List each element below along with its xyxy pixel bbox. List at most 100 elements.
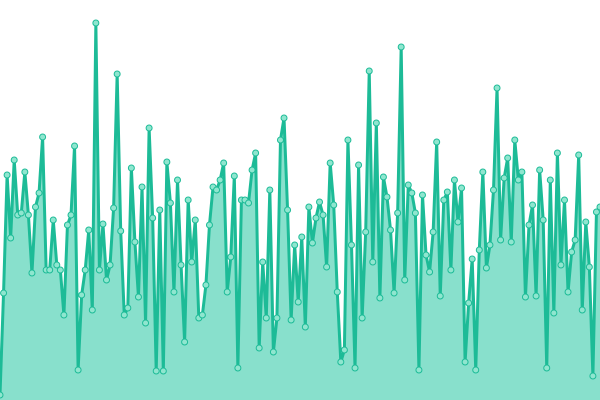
point — [479, 168, 487, 176]
point — [156, 206, 164, 214]
point — [394, 209, 402, 217]
point — [440, 196, 448, 204]
point — [418, 191, 426, 199]
point — [131, 238, 139, 246]
point — [88, 306, 96, 314]
point — [305, 203, 313, 211]
point — [308, 239, 316, 247]
point — [142, 319, 150, 327]
point — [578, 306, 586, 314]
point — [347, 241, 355, 249]
point — [575, 151, 583, 159]
point — [95, 266, 103, 274]
point — [174, 176, 182, 184]
point — [532, 292, 540, 300]
point — [216, 176, 224, 184]
point — [582, 218, 590, 226]
point — [32, 203, 40, 211]
point — [127, 164, 135, 172]
point — [585, 263, 593, 271]
point — [248, 166, 256, 174]
point — [543, 364, 551, 372]
point — [0, 289, 8, 297]
point — [273, 314, 281, 322]
point — [401, 276, 409, 284]
point — [24, 211, 32, 219]
point — [468, 255, 476, 263]
point — [404, 181, 412, 189]
point — [3, 171, 11, 179]
point — [521, 293, 529, 301]
point — [443, 188, 451, 196]
point — [81, 266, 89, 274]
point — [269, 348, 277, 356]
point — [120, 311, 128, 319]
point — [252, 149, 260, 157]
point — [482, 264, 490, 272]
point — [163, 158, 171, 166]
point — [230, 172, 238, 180]
point — [103, 276, 111, 284]
point — [326, 159, 334, 167]
point — [369, 258, 377, 266]
point — [390, 289, 398, 297]
point — [426, 268, 434, 276]
point — [134, 293, 142, 301]
point — [0, 391, 4, 399]
point — [475, 246, 483, 254]
point — [560, 196, 568, 204]
point — [596, 203, 600, 211]
point — [518, 168, 526, 176]
point — [546, 176, 554, 184]
point — [447, 266, 455, 274]
point — [514, 176, 522, 184]
point — [553, 149, 561, 157]
point — [486, 241, 494, 249]
point — [422, 251, 430, 259]
point — [266, 186, 274, 194]
point — [71, 142, 79, 150]
point — [454, 218, 462, 226]
point — [497, 236, 505, 244]
point — [472, 366, 480, 374]
point — [408, 189, 416, 197]
point — [504, 154, 512, 162]
point — [450, 176, 458, 184]
point — [436, 292, 444, 300]
point — [255, 344, 263, 352]
point — [60, 311, 68, 319]
point — [301, 323, 309, 331]
point — [46, 266, 54, 274]
point — [355, 161, 363, 169]
point — [138, 183, 146, 191]
point — [56, 266, 64, 274]
point — [188, 258, 196, 266]
point — [63, 221, 71, 229]
point — [592, 208, 600, 216]
point — [525, 221, 533, 229]
point — [170, 288, 178, 296]
point — [536, 166, 544, 174]
point — [106, 261, 114, 269]
point — [362, 228, 370, 236]
point — [489, 186, 497, 194]
point — [539, 216, 547, 224]
point — [312, 214, 320, 222]
point — [223, 288, 231, 296]
point — [113, 70, 121, 78]
area-fill — [0, 23, 600, 400]
point — [298, 233, 306, 241]
point — [372, 119, 380, 127]
point — [433, 138, 441, 146]
point — [159, 367, 167, 375]
point — [500, 174, 508, 182]
point — [411, 209, 419, 217]
point — [110, 204, 118, 212]
point — [319, 211, 327, 219]
point — [529, 201, 537, 209]
point — [337, 358, 345, 366]
point — [397, 43, 405, 51]
point — [316, 198, 324, 206]
point — [220, 159, 228, 167]
